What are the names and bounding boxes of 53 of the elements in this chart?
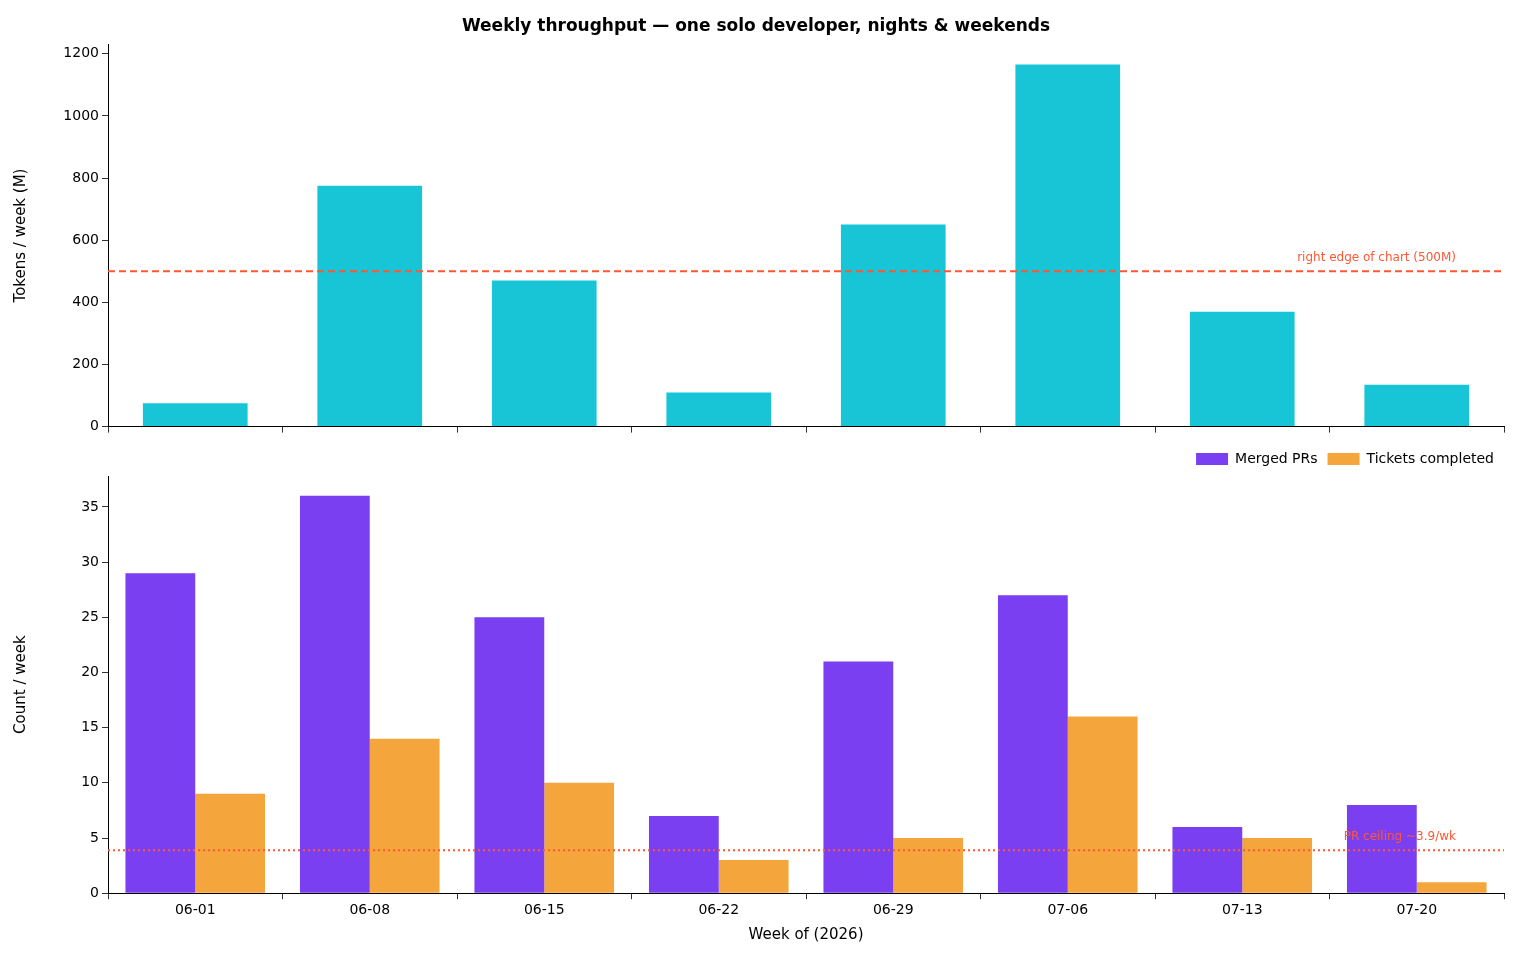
bar	[1067, 716, 1138, 893]
y-tick-label: 200	[72, 355, 99, 372]
x-tick-label: 07-20	[1396, 901, 1438, 918]
bar	[125, 573, 196, 893]
y-tick-label: 10	[81, 773, 99, 790]
bar	[1416, 882, 1487, 893]
y-tick-label: 20	[81, 663, 99, 680]
y-axis-title: Count / week	[10, 635, 29, 734]
bar	[718, 860, 789, 893]
y-tick-label: 0	[90, 883, 99, 900]
bar	[893, 838, 964, 893]
bar	[1189, 311, 1295, 427]
bar	[491, 280, 597, 427]
bar	[1242, 838, 1313, 893]
bar	[195, 793, 266, 893]
bar	[1172, 826, 1243, 893]
x-tick-label: 06-29	[872, 901, 914, 918]
y-tick-label: 1200	[63, 44, 99, 61]
bar	[544, 782, 615, 893]
y-tick-label: 400	[72, 292, 99, 309]
x-tick-label: 07-13	[1221, 901, 1263, 918]
bar	[823, 661, 894, 893]
x-axis-title: Week of (2026)	[748, 924, 864, 943]
ref-line-label: right edge of chart (500M)	[1297, 250, 1456, 265]
y-tick-label: 0	[90, 417, 99, 434]
bar	[317, 185, 423, 427]
legend-label: Merged PRs	[1235, 449, 1318, 466]
bar	[997, 595, 1068, 893]
y-tick-label: 600	[72, 230, 99, 247]
bar	[1015, 64, 1121, 427]
x-tick-label: 06-08	[349, 901, 391, 918]
bar	[648, 815, 719, 893]
bar	[142, 403, 248, 427]
y-tick-label: 5	[90, 828, 99, 845]
y-tick-label: 25	[81, 607, 99, 624]
y-axis-title: Tokens / week (M)	[10, 168, 29, 304]
x-tick-label: 06-01	[174, 901, 216, 918]
bar	[666, 392, 772, 427]
bar	[369, 738, 440, 893]
bar	[474, 617, 545, 893]
bar	[840, 224, 946, 427]
y-tick-label: 1000	[63, 106, 99, 123]
chart-title: Weekly throughput — one solo developer, nights & weekends	[461, 14, 1051, 35]
bar	[299, 495, 370, 893]
x-tick-label: 06-22	[698, 901, 740, 918]
x-tick-label: 06-15	[523, 901, 565, 918]
legend-label: Tickets completed	[1365, 449, 1495, 466]
y-tick-label: 35	[81, 497, 99, 514]
bar	[1364, 384, 1470, 427]
y-tick-label: 15	[81, 718, 99, 735]
x-tick-label: 07-06	[1047, 901, 1089, 918]
y-tick-label: 800	[72, 168, 99, 185]
y-tick-label: 30	[81, 552, 99, 569]
